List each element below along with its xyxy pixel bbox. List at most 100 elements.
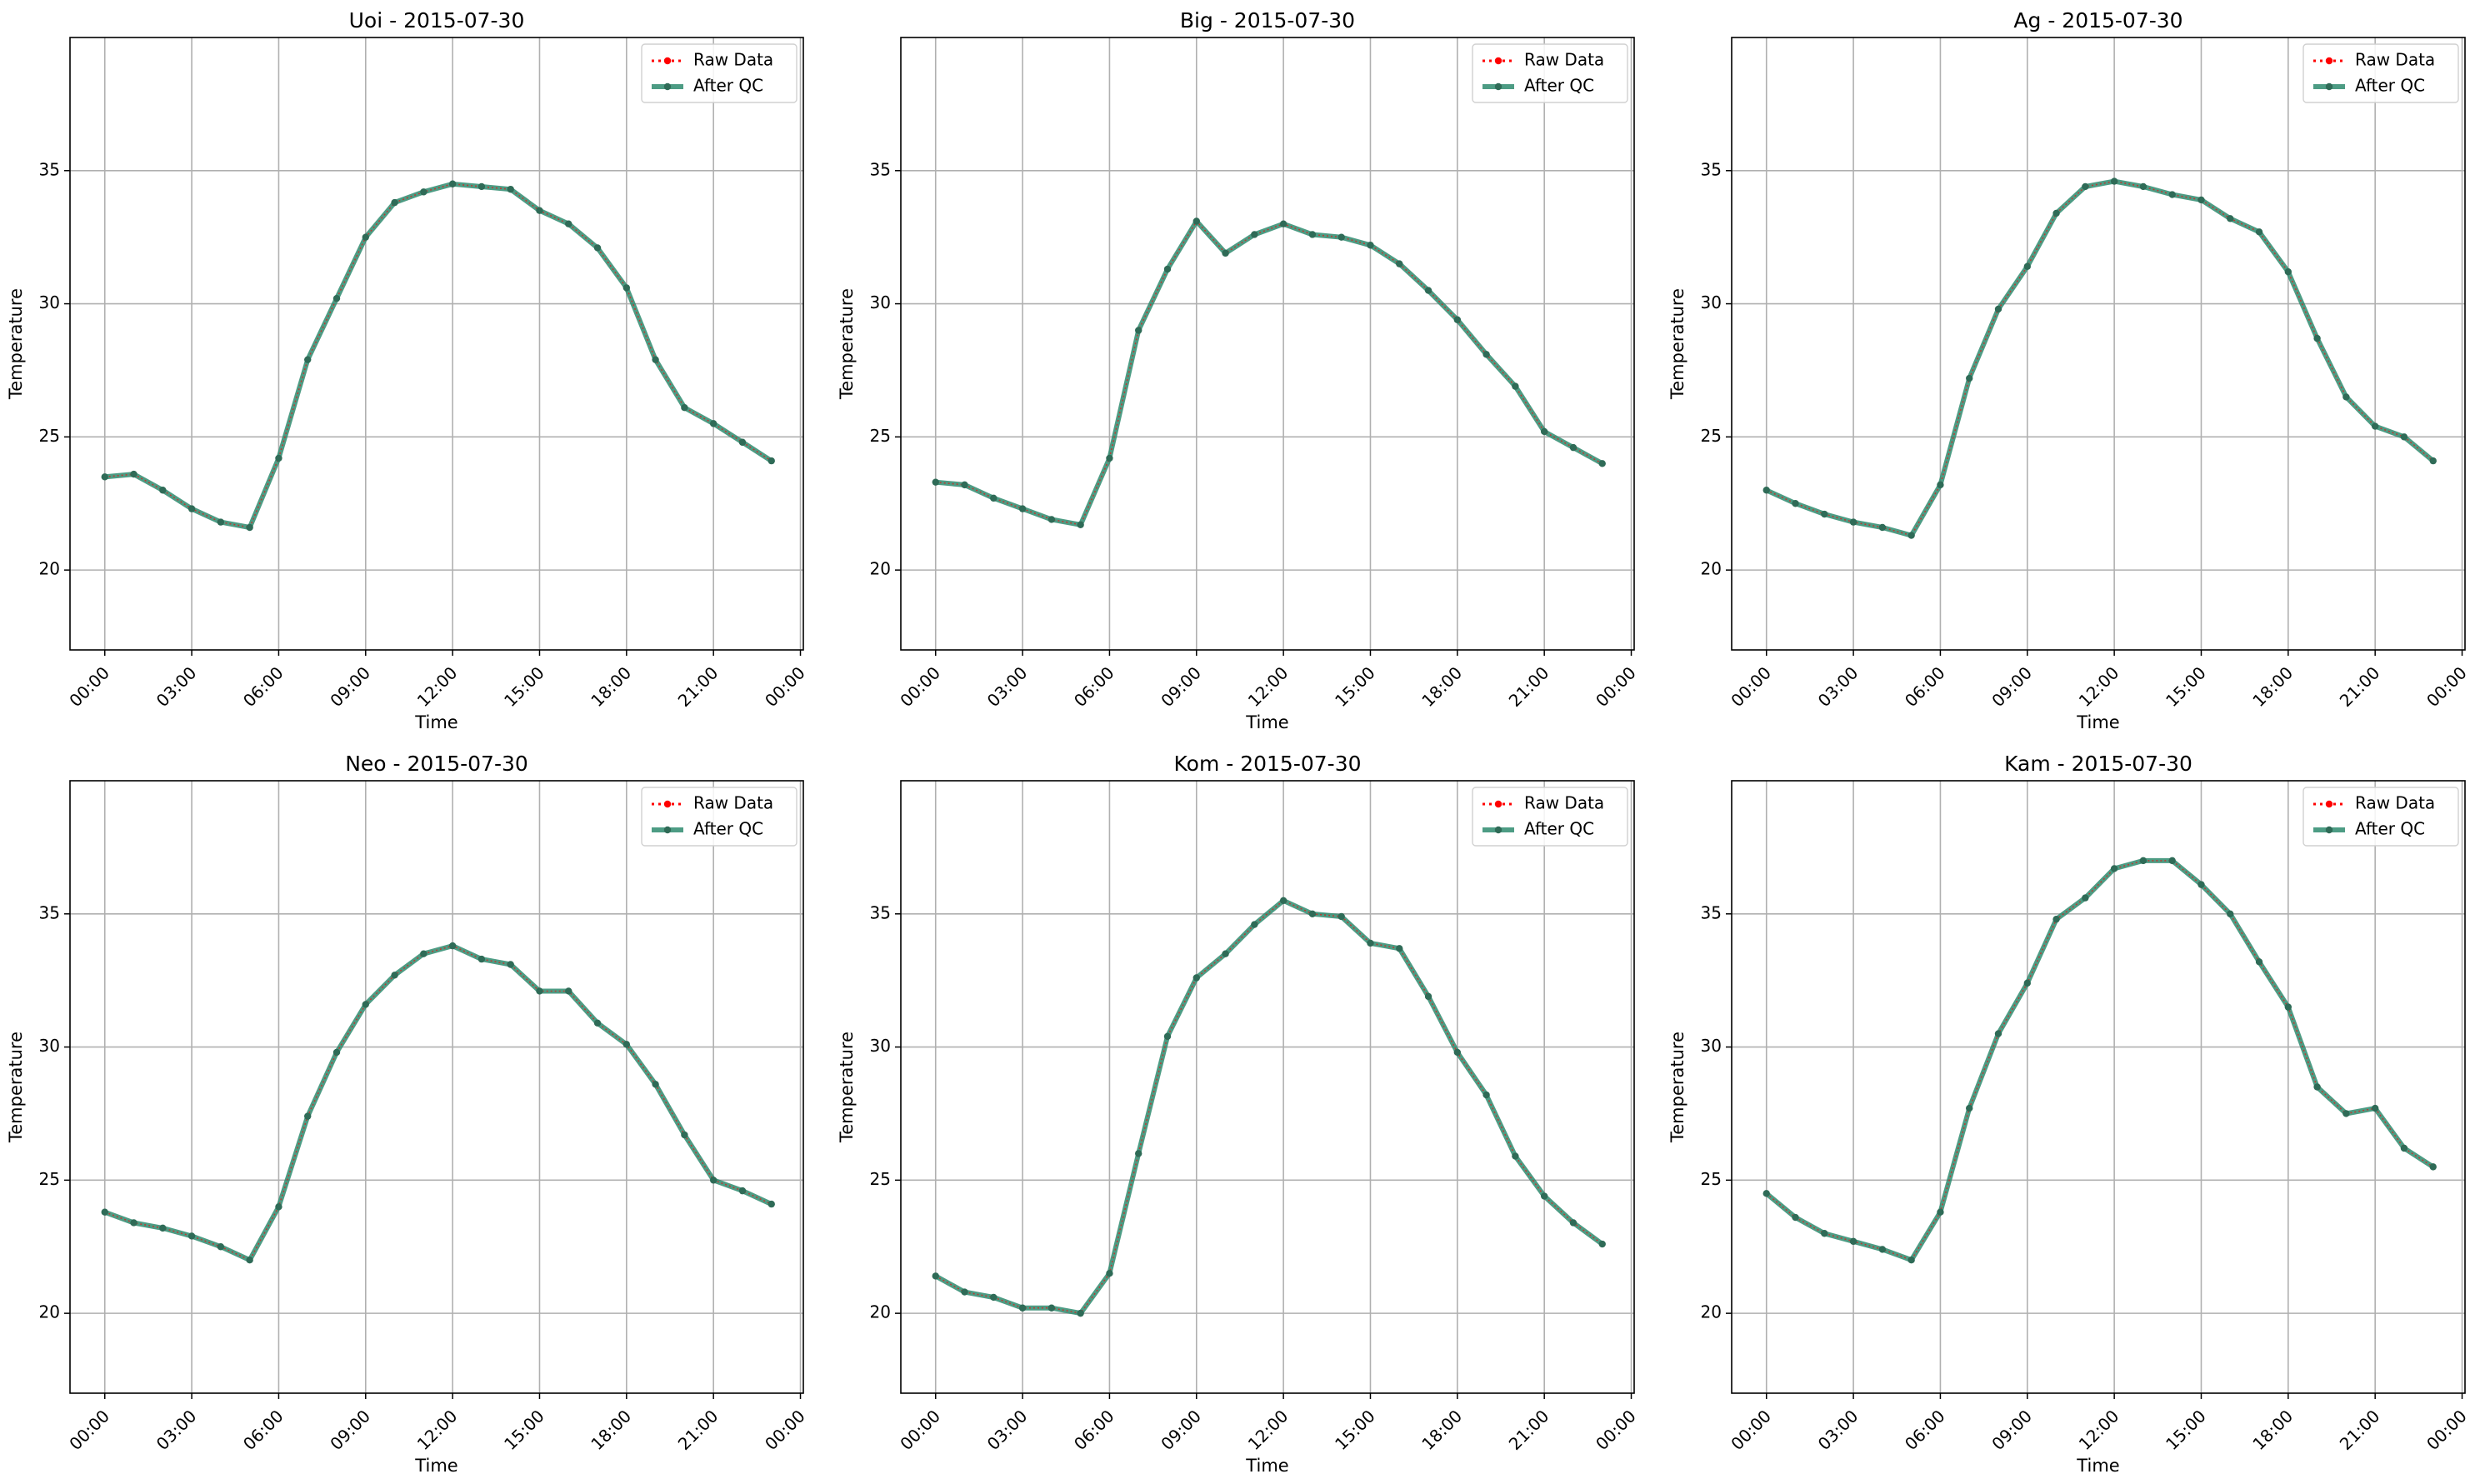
x-tick-label: 18:00: [587, 1406, 635, 1454]
data-point: [1396, 945, 1403, 952]
data-point: [2227, 215, 2234, 222]
y-tick-label: 20: [1701, 559, 1722, 579]
y-tick-label: 35: [39, 159, 60, 179]
data-point: [391, 198, 398, 207]
data-point: [1018, 505, 1027, 512]
legend: Raw Data After QC: [641, 43, 798, 103]
data-point: [1192, 974, 1200, 982]
x-tick-label: 09:00: [326, 662, 374, 711]
data-point: [1135, 327, 1142, 334]
x-tick-label: 15:00: [500, 1406, 548, 1454]
x-tick-label: 15:00: [500, 662, 548, 711]
plot-area: [1732, 781, 2465, 1393]
data-point: [2227, 910, 2234, 917]
axes-frame: [1731, 780, 2466, 1394]
data-point: [478, 182, 486, 191]
data-point: [188, 1232, 196, 1240]
subplot-1: 00:00 03:00 06:00 09:00 12:00 15:00 18:00 21:00…: [6, 8, 809, 732]
x-tick-label: 15:00: [2162, 662, 2210, 711]
x-tick-label: 12:00: [413, 1406, 462, 1454]
data-point: [1482, 1091, 1490, 1099]
x-tick-label: 12:00: [1244, 1406, 1292, 1454]
y-tick-label: 30: [39, 1036, 60, 1056]
data-point: [2082, 894, 2089, 902]
legend-raw-marker: [2325, 800, 2333, 808]
data-point: [332, 1048, 341, 1057]
data-point: [130, 1219, 138, 1227]
data-point: [1251, 921, 1258, 928]
data-point: [2342, 393, 2350, 401]
y-tick-label: 30: [870, 292, 891, 312]
data-point: [1908, 1257, 1915, 1264]
x-tick-label: 03:00: [1814, 1406, 1862, 1454]
x-tick-label: 00:00: [761, 1406, 809, 1454]
data-point: [217, 1243, 225, 1251]
x-axis-label: Time: [1245, 1456, 1288, 1476]
x-axis-label: Time: [414, 1456, 458, 1476]
data-point: [738, 438, 747, 446]
data-point: [507, 961, 514, 968]
legend-raw-marker: [1494, 800, 1502, 808]
data-point: [1048, 516, 1056, 523]
x-tick-label: 18:00: [1418, 1406, 1466, 1454]
data-point: [1966, 374, 1973, 382]
data-point: [2110, 865, 2118, 872]
data-point: [1908, 532, 1915, 539]
data-point: [2023, 262, 2031, 271]
y-axis-label: Temperature: [1668, 1032, 1688, 1143]
data-point: [1251, 231, 1258, 238]
y-tick-label: 20: [1701, 1302, 1722, 1322]
x-tick-label: 00:00: [65, 662, 113, 711]
data-point: [932, 478, 939, 486]
y-tick-label: 30: [870, 1036, 891, 1056]
x-tick-label: 00:00: [896, 1406, 944, 1454]
x-tick-label: 00:00: [2422, 1406, 2471, 1454]
data-point: [709, 1177, 718, 1184]
y-tick-label: 25: [870, 426, 891, 446]
data-point: [1792, 500, 1799, 507]
subplot-title: Uoi - 2015-07-30: [349, 8, 525, 32]
plot-area: [70, 37, 803, 650]
data-point: [1308, 910, 1317, 917]
data-point: [1540, 427, 1548, 436]
x-axis-label: Time: [2076, 712, 2119, 732]
legend-raw-marker: [663, 57, 672, 65]
data-point: [1540, 1192, 1548, 1200]
data-point: [536, 207, 543, 214]
data-point: [565, 220, 572, 227]
x-tick-label: 00:00: [1592, 1406, 1640, 1454]
data-point: [1163, 265, 1172, 273]
data-point: [1453, 316, 1462, 323]
x-tick-label: 18:00: [587, 662, 635, 711]
legend-raw-marker: [663, 800, 672, 808]
data-point: [2400, 1144, 2408, 1152]
legend-qc-marker: [2325, 826, 2333, 834]
data-point: [1106, 1269, 1113, 1277]
legend-qc-marker: [1494, 82, 1502, 91]
data-point: [2284, 268, 2292, 276]
data-point: [2313, 334, 2321, 342]
x-tick-label: 15:00: [1331, 1406, 1379, 1454]
data-point: [2400, 433, 2408, 441]
data-point: [1106, 454, 1113, 462]
data-point: [2429, 1163, 2437, 1171]
data-point: [1222, 950, 1229, 957]
subplot-3: 00:00 03:00 06:00 09:00 12:00 15:00 18:00 21:00…: [1668, 8, 2471, 732]
data-point: [1512, 382, 1519, 390]
subplot-5: 00:00 03:00 06:00 09:00 12:00 15:00 18:00 21:00…: [837, 752, 1640, 1476]
series-line-after-qc: [102, 943, 774, 1263]
y-axis-label: Temperature: [1668, 288, 1688, 400]
data-point: [565, 987, 572, 995]
data-point: [1569, 1219, 1578, 1227]
data-point: [246, 523, 253, 532]
y-axis-label: Temperature: [837, 1032, 857, 1143]
data-point: [246, 1257, 253, 1264]
legend-label-after-qc: After QC: [1524, 819, 1594, 839]
y-tick-label: 20: [870, 559, 891, 579]
x-axis-label: Time: [2076, 1456, 2119, 1476]
data-point: [1821, 1230, 1828, 1237]
x-tick-label: 09:00: [1157, 662, 1205, 711]
x-axis-label: Time: [1245, 712, 1288, 732]
data-point: [1424, 287, 1432, 294]
data-point: [1762, 1190, 1770, 1197]
